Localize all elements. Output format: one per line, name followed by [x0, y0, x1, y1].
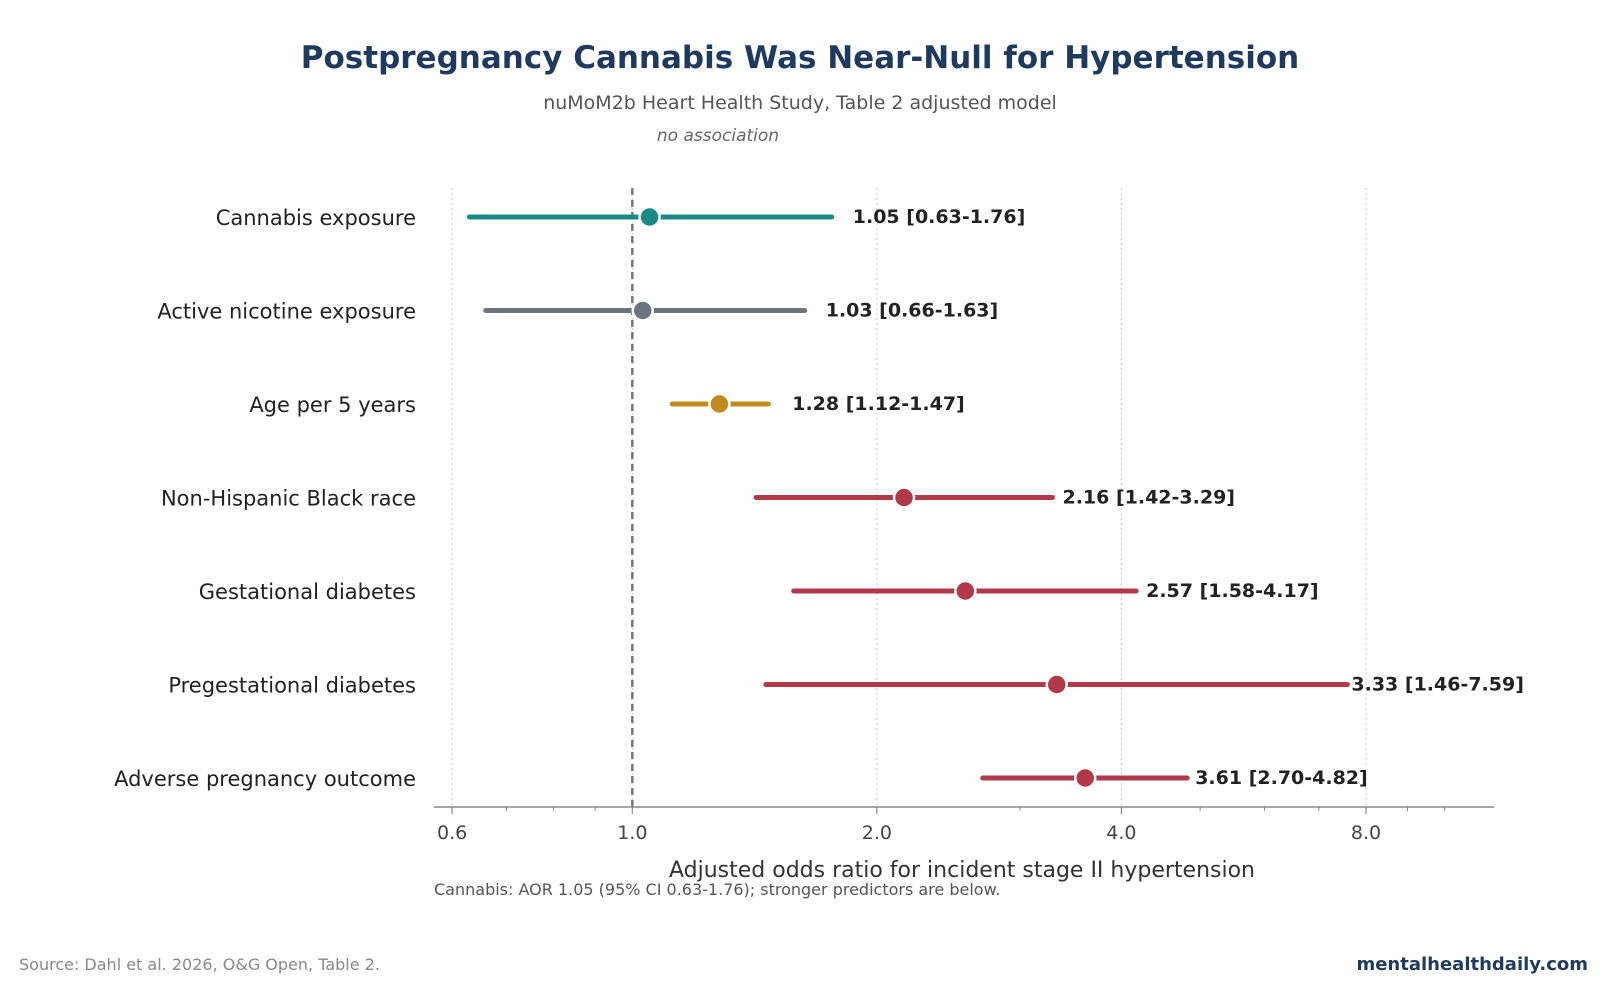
category-label: Non-Hispanic Black race	[161, 487, 416, 511]
category-label: Age per 5 years	[249, 393, 416, 417]
forest-rows: Cannabis exposure 1.05 [0.63-1.76] Active …	[114, 205, 1524, 791]
point-estimate	[892, 486, 916, 509]
point-estimate	[638, 205, 661, 229]
estimate-label: 2.57 [1.58-4.17]	[1146, 580, 1319, 602]
null-line-annotation: no association	[656, 126, 780, 146]
point-estimate	[954, 579, 977, 603]
category-label: Adverse pregnancy outcome	[114, 767, 416, 791]
x-tick-label: 0.6	[437, 822, 467, 844]
point-estimate	[1045, 673, 1068, 696]
estimate-label: 1.28 [1.12-1.47]	[792, 393, 965, 415]
x-axis-label: Adjusted odds ratio for incident stage I…	[668, 858, 1256, 883]
category-label: Active nicotine exposure	[157, 300, 416, 324]
x-tick-label: 1.0	[617, 822, 647, 844]
category-label: Gestational diabetes	[199, 580, 416, 604]
forest-row: Age per 5 years 1.28 [1.12-1.47]	[249, 392, 965, 417]
forest-row: Cannabis exposure 1.05 [0.63-1.76]	[216, 205, 1026, 230]
chart-title: Postpregnancy Cannabis Was Near-Null for…	[300, 40, 1300, 76]
category-label: Pregestational diabetes	[168, 674, 416, 698]
forest-row: Active nicotine exposure 1.03 [0.66-1.63]	[157, 299, 999, 324]
forest-row: Non-Hispanic Black race 2.16 [1.42-3.29]	[161, 486, 1235, 511]
x-tick-label: 8.0	[1351, 822, 1381, 844]
forest-row: Gestational diabetes 2.57 [1.58-4.17]	[199, 579, 1319, 604]
point-estimate	[708, 392, 731, 416]
estimate-label: 1.03 [0.66-1.63]	[826, 300, 999, 322]
point-estimate	[631, 299, 654, 322]
grid-lines	[451, 188, 1367, 807]
chart-subtitle: nuMoM2b Heart Health Study, Table 2 adju…	[543, 92, 1057, 114]
forest-row: Pregestational diabetes 3.33 [1.46-7.59]	[168, 673, 1524, 698]
point-estimate	[1073, 766, 1097, 790]
brand-link[interactable]: mentalhealthdaily.com	[1356, 954, 1588, 975]
estimate-label: 1.05 [0.63-1.76]	[853, 206, 1026, 228]
footnote: Cannabis: AOR 1.05 (95% CI 0.63-1.76); s…	[434, 880, 1001, 899]
estimate-label: 3.33 [1.46-7.59]	[1351, 674, 1524, 696]
x-tick-label: 2.0	[862, 822, 892, 844]
x-tick-label: 4.0	[1106, 822, 1136, 844]
category-label: Cannabis exposure	[216, 206, 416, 230]
estimate-label: 3.61 [2.70-4.82]	[1195, 767, 1368, 789]
estimate-label: 2.16 [1.42-3.29]	[1062, 487, 1235, 509]
forest-row: Adverse pregnancy outcome 3.61 [2.70-4.82…	[114, 766, 1368, 791]
source-note: Source: Dahl et al. 2026, O&G Open, Tabl…	[19, 955, 380, 974]
x-axis: 0.6 1.0 2.0 4.0 8.0	[434, 806, 1494, 844]
